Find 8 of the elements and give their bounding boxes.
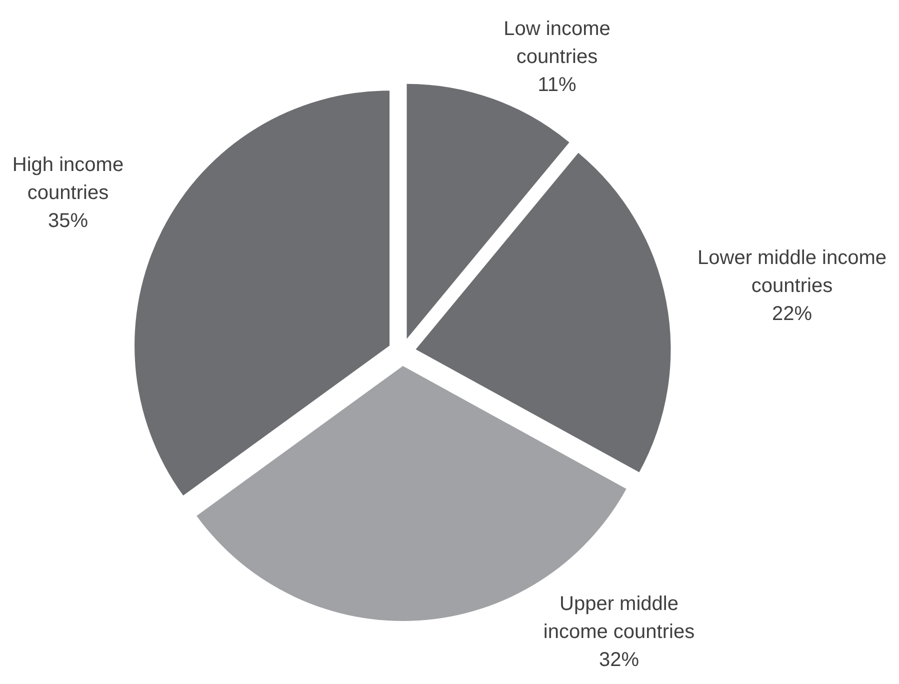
slice-label: Low income countries: [504, 18, 610, 68]
slice-label: Lower middle income countries: [698, 247, 886, 297]
slice-label: High income countries: [12, 154, 124, 204]
data-label: 11%: [538, 74, 576, 96]
data-label: 35%: [48, 210, 88, 232]
slice-label: Upper middle income countries: [543, 593, 695, 643]
data-label: 22%: [772, 303, 812, 325]
data-label: 32%: [598, 649, 640, 671]
